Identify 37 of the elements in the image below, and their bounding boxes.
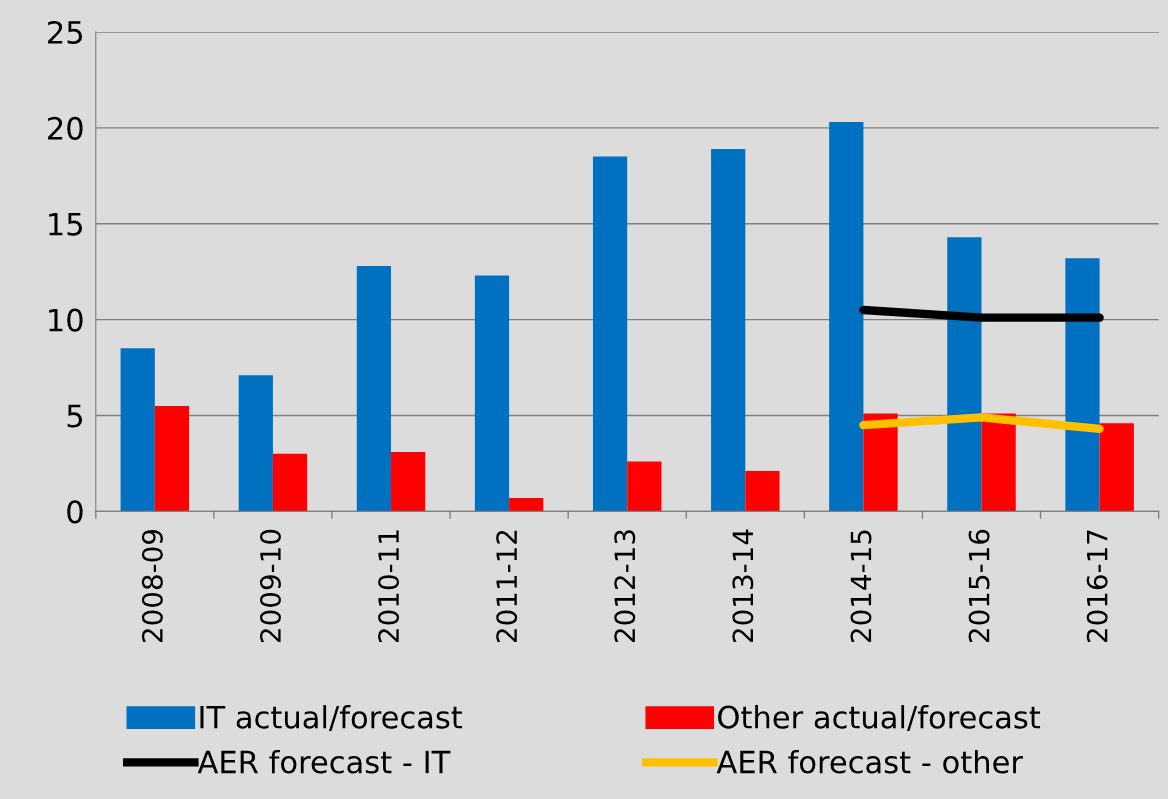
- bar: [863, 413, 898, 512]
- bar: [592, 156, 628, 512]
- x-tick-label: 2008-09: [141, 529, 163, 643]
- bar: [829, 122, 864, 512]
- bar: [356, 265, 392, 512]
- bar: [272, 453, 308, 512]
- y-tick-label: 5: [67, 404, 82, 428]
- bar: [1065, 258, 1100, 512]
- bar: [627, 461, 662, 512]
- bar: [474, 275, 510, 512]
- x-tick-label: 2013-14: [732, 529, 754, 643]
- legend-label: AER forecast - IT: [197, 749, 451, 774]
- bar: [120, 348, 155, 512]
- y-tick-label: 25: [48, 20, 82, 44]
- bar: [509, 497, 544, 512]
- bar: [947, 237, 982, 512]
- x-tick-label: 2014-15: [850, 530, 872, 643]
- bar: [711, 148, 746, 512]
- bar: [391, 451, 426, 512]
- x-tick-label: 2009-10: [259, 529, 281, 643]
- bar: [745, 471, 780, 512]
- x-tick-label: 2010-11: [378, 530, 400, 643]
- y-tick-label: 10: [49, 308, 83, 332]
- y-tick-label: 0: [67, 500, 83, 524]
- bar: [154, 405, 190, 512]
- bar: [1099, 423, 1134, 512]
- x-tick-label: 2011-12: [496, 530, 518, 643]
- bar: [238, 375, 273, 512]
- x-tick-label: 2016-17: [1086, 530, 1108, 643]
- legend-label: IT actual/forecast: [200, 705, 463, 732]
- x-tick-label: 2012-13: [614, 530, 636, 643]
- legend-label: AER forecast - other: [716, 749, 1023, 774]
- y-tick-label: 20: [48, 116, 83, 140]
- bar: [981, 413, 1016, 512]
- y-tick-label: 15: [49, 213, 82, 236]
- legend-label: Other actual/forecast: [718, 705, 1041, 732]
- x-tick-label: 2015-16: [968, 529, 990, 643]
